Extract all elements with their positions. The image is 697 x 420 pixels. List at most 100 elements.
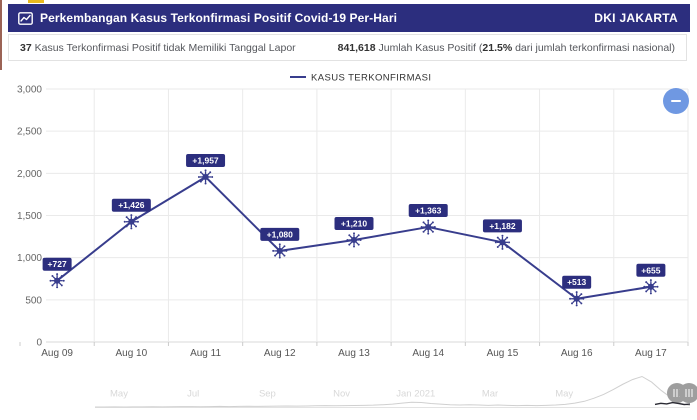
data-point-marker[interactable] bbox=[272, 243, 288, 259]
virus-spike-tip bbox=[645, 290, 648, 293]
navigator-sparkline bbox=[95, 375, 691, 408]
data-point-label-box bbox=[482, 219, 522, 233]
data-point-marker[interactable] bbox=[123, 214, 139, 230]
virus-spike-tip bbox=[283, 254, 286, 257]
virus-body bbox=[647, 283, 654, 290]
virus-spike-tip bbox=[348, 243, 351, 246]
virus-spike-tip bbox=[130, 214, 133, 217]
x-axis-label: Aug 15 bbox=[487, 348, 519, 359]
virus-spike-tip bbox=[353, 245, 355, 248]
virus-spike-tip bbox=[422, 221, 425, 224]
virus-spike bbox=[498, 237, 502, 241]
data-point-label: +1,080 bbox=[267, 229, 294, 239]
data-point-marker[interactable] bbox=[197, 169, 214, 185]
panel-title: Perkembangan Kasus Terkonfirmasi Positif… bbox=[40, 11, 398, 25]
window-edge-line bbox=[0, 0, 2, 70]
daily-cases-line-chart: 0 500 1,000 1,500 2,000 2,500 3,000 Aug 09 Aug 1… bbox=[17, 73, 689, 359]
data-point-label-box bbox=[408, 204, 448, 218]
virus-spike-tip bbox=[204, 182, 207, 185]
total-cases-value: 841,618 bbox=[337, 41, 376, 54]
virus-spike-tip bbox=[501, 247, 504, 250]
virus-spike-tip bbox=[348, 234, 351, 237]
virus-spike bbox=[201, 178, 205, 182]
x-axis-label: Aug 13 bbox=[338, 348, 370, 359]
navigator-month-label: Sep bbox=[259, 389, 276, 400]
handle-circle[interactable] bbox=[679, 383, 697, 403]
virus-spike-tip bbox=[278, 243, 281, 246]
virus-spike-tip bbox=[353, 232, 355, 235]
virus-spike-tip bbox=[506, 245, 509, 248]
data-point-marker[interactable] bbox=[643, 279, 659, 295]
virus-spike-tip bbox=[135, 216, 138, 219]
x-axis-label: Aug 12 bbox=[264, 348, 296, 359]
virus-spike-tip bbox=[199, 180, 202, 183]
x-axis-label: Aug 09 bbox=[41, 348, 73, 359]
virus-spike-tip bbox=[580, 293, 583, 296]
virus-body bbox=[573, 295, 580, 302]
page-top-accent bbox=[28, 0, 44, 3]
virus-spike-tip bbox=[656, 285, 659, 288]
virus-spike-tip bbox=[135, 225, 138, 228]
zoom-out-button[interactable] bbox=[663, 88, 689, 114]
virus-spike-tip bbox=[433, 226, 436, 229]
data-point-label-box bbox=[42, 257, 72, 271]
no-date-value: 37 bbox=[20, 41, 32, 54]
data-point-marker[interactable] bbox=[494, 234, 511, 250]
virus-body bbox=[202, 173, 209, 181]
virus-spike-tip bbox=[283, 245, 286, 248]
virus-spike bbox=[498, 243, 502, 247]
virus-spike bbox=[503, 243, 507, 247]
virus-spike-tip bbox=[422, 230, 425, 233]
virus-spike-tip bbox=[285, 249, 288, 252]
data-point-marker[interactable] bbox=[569, 291, 585, 307]
virus-spike-tip bbox=[569, 297, 572, 300]
virus-spike-tip bbox=[199, 171, 202, 174]
data-point-label: +1,957 bbox=[192, 155, 219, 165]
virus-spike-tip bbox=[570, 302, 573, 305]
virus-spike-tip bbox=[582, 297, 585, 300]
data-point-label-box bbox=[260, 227, 300, 241]
timeline-navigator[interactable]: May Jul Sep Nov Jan 2021 Mar May bbox=[0, 370, 697, 420]
y-axis-label: 2,500 bbox=[17, 127, 42, 138]
virus-spike-tip bbox=[204, 169, 207, 172]
stats-bar: 37 Kasus Terkonfirmasi Positif tidak Mem… bbox=[8, 34, 687, 61]
navigator-handle[interactable] bbox=[679, 383, 697, 403]
data-point-marker[interactable] bbox=[346, 232, 362, 248]
y-axis-label: 1,500 bbox=[17, 211, 42, 222]
virus-spike-tip bbox=[649, 292, 652, 295]
data-point-label-box bbox=[636, 263, 666, 277]
y-axis-label: 1,000 bbox=[17, 253, 42, 264]
no-date-stat: 37 Kasus Terkonfirmasi Positif tidak Mem… bbox=[20, 42, 296, 54]
virus-spike-tip bbox=[56, 273, 59, 276]
no-date-label: Kasus Terkonfirmasi Positif tidak Memili… bbox=[31, 41, 296, 54]
panel-header: Perkembangan Kasus Terkonfirmasi Positif… bbox=[8, 4, 690, 32]
total-cases-stat: 841,618 Jumlah Kasus Positif (21.5% dari… bbox=[338, 42, 675, 54]
virus-spike-tip bbox=[654, 281, 657, 284]
virus-spike bbox=[572, 294, 576, 298]
y-axis-label: 0 bbox=[36, 338, 42, 349]
data-point-marker[interactable] bbox=[420, 219, 436, 235]
virus-spike-tip bbox=[496, 236, 499, 239]
virus-spike-tip bbox=[431, 230, 434, 233]
virus-spike-tip bbox=[274, 254, 277, 257]
virus-body bbox=[499, 239, 506, 246]
navigator-month-label: Nov bbox=[333, 389, 350, 400]
virus-spike-tip bbox=[125, 225, 128, 228]
virus-spike bbox=[646, 282, 650, 286]
virus-spike-tip bbox=[420, 226, 423, 229]
virus-spike-tip bbox=[197, 175, 200, 178]
total-cases-label: Jumlah Kasus Positif ( bbox=[375, 41, 483, 54]
x-axis-label: Aug 14 bbox=[412, 348, 444, 359]
virus-spike-tip bbox=[654, 290, 657, 293]
y-axis-label: 500 bbox=[25, 295, 42, 306]
virus-spike-tip bbox=[272, 249, 275, 252]
data-point-marker[interactable] bbox=[49, 273, 65, 289]
virus-spike-tip bbox=[427, 232, 430, 235]
data-point-label: +1,426 bbox=[118, 200, 145, 210]
data-point-label-box bbox=[562, 275, 592, 289]
virus-spike-tip bbox=[346, 238, 349, 241]
data-point-label-box bbox=[334, 216, 374, 230]
virus-spike-tip bbox=[494, 241, 497, 244]
virus-spike-tip bbox=[570, 293, 573, 296]
virus-spike-tip bbox=[51, 284, 54, 287]
